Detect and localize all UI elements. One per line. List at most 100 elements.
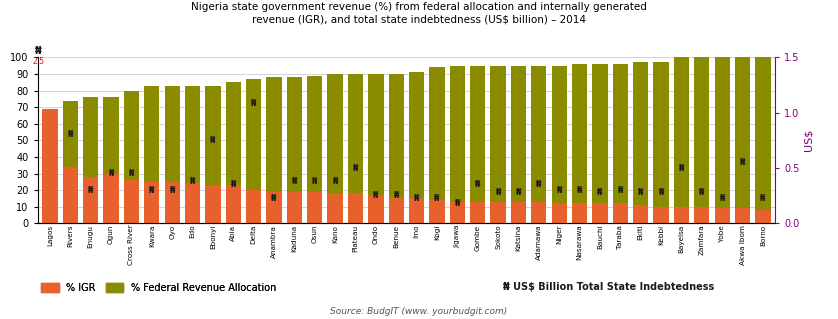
Bar [83,177,98,223]
Bar [225,185,241,223]
Bar [348,193,363,223]
Text: ₦: ₦ [251,99,256,108]
Bar [185,85,200,223]
Text: ₦: ₦ [699,188,705,197]
Bar [633,63,649,223]
Bar [511,66,526,223]
Text: ₦: ₦ [394,191,399,200]
Bar [450,66,465,223]
Text: ₦: ₦ [434,195,440,204]
Text: Source: BudgIT (www. yourbudgit.com): Source: BudgIT (www. yourbudgit.com) [330,307,508,316]
Text: ₦: ₦ [577,186,582,195]
Text: ₦: ₦ [169,186,175,195]
Bar [633,205,649,223]
Text: ₦: ₦ [455,199,460,208]
Bar [63,100,78,223]
Bar [592,64,608,223]
Legend: % IGR, % Federal Revenue Allocation: % IGR, % Federal Revenue Allocation [37,279,280,297]
Text: 2.5: 2.5 [33,56,44,66]
Bar [164,182,180,223]
Bar [531,66,546,223]
Bar [715,57,730,223]
Bar [389,197,404,223]
Bar [511,202,526,223]
Text: ₦: ₦ [230,180,236,189]
Bar [613,204,628,223]
Bar [735,57,750,223]
Bar [287,192,302,223]
Bar [450,202,465,223]
Text: Nigeria state government revenue (%) from federal allocation and internally gene: Nigeria state government revenue (%) fro… [191,2,647,25]
Bar [307,76,323,223]
Text: ₦: ₦ [149,186,154,195]
Text: ₦: ₦ [515,188,521,197]
Text: ₦: ₦ [210,136,215,145]
Bar [674,207,689,223]
Text: ₦: ₦ [333,177,338,186]
Text: ₦: ₦ [556,186,562,195]
Text: ₦: ₦ [720,195,725,204]
Bar [205,185,220,223]
Text: ₦: ₦ [495,188,501,197]
Bar [531,202,546,223]
Bar [103,97,119,223]
Bar [694,207,710,223]
Bar [124,180,139,223]
Bar [490,202,506,223]
Bar [246,79,261,223]
Y-axis label: US$: US$ [804,129,814,152]
Bar [429,67,445,223]
Bar [205,85,220,223]
Bar [63,167,78,223]
Bar [694,57,710,223]
Text: ₦: ₦ [353,164,358,173]
Bar [429,200,445,223]
Bar [613,64,628,223]
Bar [83,97,98,223]
Bar [592,204,608,223]
Bar [328,193,343,223]
Bar [266,192,282,223]
Bar [42,109,58,223]
Bar [389,74,404,223]
Bar [470,66,485,223]
Bar [103,174,119,223]
Bar [654,63,669,223]
Text: ₦: ₦ [373,191,379,200]
Bar [470,202,485,223]
Bar [735,208,750,223]
Bar [368,74,384,223]
Bar [674,57,689,223]
Bar [551,66,566,223]
Text: ₦: ₦ [35,46,42,56]
Bar [368,195,384,223]
Text: ₦: ₦ [414,195,419,204]
Bar [348,74,363,223]
Bar [144,85,159,223]
Bar [409,72,424,223]
Text: ₦ US$ Billion Total State Indebtedness: ₦ US$ Billion Total State Indebtedness [503,282,714,292]
Bar [572,64,587,223]
Bar [144,182,159,223]
Text: ₦: ₦ [740,158,745,167]
Text: ₦: ₦ [659,188,664,197]
Text: ₦: ₦ [618,186,623,195]
Text: ₦: ₦ [312,177,318,186]
Text: ₦: ₦ [638,188,644,197]
Bar [328,74,343,223]
Bar [124,91,139,223]
Text: ₦: ₦ [292,177,297,186]
Bar [755,57,771,223]
Bar [266,77,282,223]
Bar [551,204,566,223]
Bar [490,66,506,223]
Text: ₦: ₦ [108,169,114,178]
Bar [164,85,180,223]
Text: ₦: ₦ [475,180,480,189]
Text: ₦: ₦ [129,169,134,178]
Bar [755,210,771,223]
Bar [409,198,424,223]
Bar [225,82,241,223]
Bar [42,164,58,223]
Text: ₦: ₦ [88,186,93,195]
